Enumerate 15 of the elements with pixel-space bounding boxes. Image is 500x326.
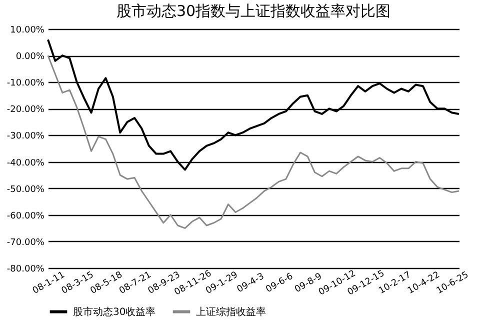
y-tick-label: 10.00% [10,26,45,36]
y-tick-label: -80.00% [6,264,45,274]
y-tick-label: -20.00% [6,105,45,116]
y-tick-label: -60.00% [6,211,45,222]
line-series [47,38,460,171]
line-series [47,54,460,229]
y-tick-label: -30.00% [6,132,45,142]
y-tick-label: -10.00% [6,78,45,89]
legend-label: 股市动态30收益率 [73,306,156,318]
y-tick-label: -70.00% [6,238,45,248]
y-tick-label: -40.00% [6,158,45,168]
legend-label: 上证综指收益率 [196,306,266,318]
y-tick-label: -50.00% [6,184,45,195]
chart-title: 股市动态30指数与上证指数收益率对比图 [116,2,391,20]
y-tick-label: 0.00% [16,52,45,62]
